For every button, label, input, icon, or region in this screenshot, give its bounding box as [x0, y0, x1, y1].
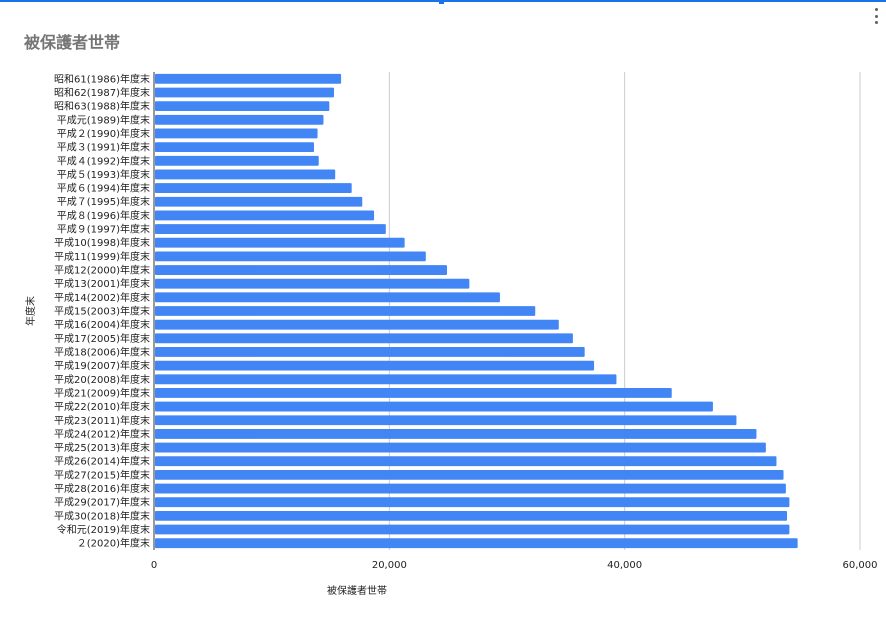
y-tick-label: 平成９(1997)年度末 — [57, 223, 150, 236]
chart-title: 被保護者世帯 — [24, 33, 121, 52]
more-vert-icon[interactable] — [872, 8, 880, 24]
y-tick-label: 平成５(1993)年度末 — [57, 168, 150, 181]
bar[interactable] — [155, 237, 405, 248]
bar[interactable] — [155, 155, 319, 166]
y-tick-label: 平成７(1995)年度末 — [57, 195, 150, 208]
bar[interactable] — [155, 278, 470, 289]
menu-dot — [874, 14, 878, 18]
bar[interactable] — [155, 415, 737, 426]
y-tick-label: 昭和63(1988)年度末 — [54, 100, 150, 113]
y-tick-labels: 昭和61(1986)年度末昭和62(1987)年度末昭和63(1988)年度末平… — [54, 72, 150, 549]
y-tick-label: 平成６(1994)年度末 — [57, 182, 150, 195]
bar[interactable] — [155, 73, 342, 84]
y-tick-label: 平成20(2008)年度末 — [54, 373, 150, 386]
y-axis-title: 年度末 — [24, 296, 37, 326]
bar[interactable] — [155, 196, 363, 207]
y-tick-label: 平成19(2007)年度末 — [54, 359, 150, 372]
x-tick-label: 0 — [151, 560, 157, 571]
y-tick-label: 平成23(2011)年度末 — [54, 414, 150, 427]
y-tick-label: 平成28(2016)年度末 — [54, 482, 150, 495]
y-tick-label: 平成２(1990)年度末 — [57, 127, 150, 140]
bar[interactable] — [155, 469, 784, 480]
bars — [155, 73, 798, 549]
y-tick-label: 昭和61(1986)年度末 — [54, 72, 150, 85]
bar[interactable] — [155, 360, 595, 371]
menu-dot — [874, 21, 878, 24]
x-tick-label: 60,000 — [843, 560, 878, 571]
x-tick-label: 40,000 — [607, 560, 642, 571]
bar[interactable] — [155, 101, 330, 112]
bar[interactable] — [155, 319, 559, 330]
y-tick-label: 平成10(1998)年度末 — [54, 236, 150, 249]
bar[interactable] — [155, 128, 318, 139]
bar[interactable] — [155, 497, 790, 508]
y-tick-label: 平成22(2010)年度末 — [54, 400, 150, 413]
bar[interactable] — [155, 538, 798, 549]
y-tick-label: 平成16(2004)年度末 — [54, 318, 150, 331]
y-tick-label: 平成30(2018)年度末 — [54, 509, 150, 522]
x-tick-labels: 0 20,000 40,000 60,000 — [151, 560, 878, 571]
y-tick-label: 平成18(2006)年度末 — [54, 345, 150, 358]
y-tick-label: 平成13(2001)年度末 — [54, 277, 150, 290]
y-tick-label: 平成３(1991)年度末 — [57, 141, 150, 154]
bar[interactable] — [155, 428, 757, 439]
bar[interactable] — [155, 306, 536, 316]
bar[interactable] — [155, 292, 500, 303]
bar[interactable] — [155, 169, 336, 180]
x-axis-title: 被保護者世帯 — [327, 584, 387, 597]
y-tick-label: 平成24(2012)年度末 — [54, 427, 150, 440]
y-tick-label: 平成17(2005)年度末 — [54, 332, 150, 345]
bar[interactable] — [155, 388, 672, 398]
bar[interactable] — [155, 333, 573, 344]
y-tick-label: 平成14(2002)年度末 — [54, 291, 150, 304]
bar[interactable] — [155, 374, 617, 385]
y-tick-label: 平成11(1999)年度末 — [54, 250, 150, 263]
bar[interactable] — [155, 510, 788, 521]
bar[interactable] — [155, 251, 426, 262]
y-tick-label: 平成21(2009)年度末 — [54, 386, 150, 399]
y-tick-label: 平成８(1996)年度末 — [57, 209, 150, 222]
y-tick-label: 平成29(2017)年度末 — [54, 496, 150, 509]
top-resize-handle[interactable] — [439, 0, 444, 4]
bar[interactable] — [155, 524, 790, 535]
bar[interactable] — [155, 483, 786, 494]
bar[interactable] — [155, 210, 375, 221]
bar[interactable] — [155, 265, 447, 275]
y-tick-label: 昭和62(1987)年度末 — [54, 86, 150, 99]
bar[interactable] — [155, 183, 352, 194]
bar[interactable] — [155, 442, 766, 453]
y-tick-label: 令和元(2019)年度末 — [57, 523, 150, 536]
y-tick-label: 平成元(1989)年度末 — [57, 113, 150, 126]
bar[interactable] — [155, 87, 335, 98]
y-tick-label: ２(2020)年度末 — [77, 537, 150, 550]
bar[interactable] — [155, 114, 324, 125]
bar[interactable] — [155, 142, 315, 153]
y-tick-label: 平成４(1992)年度末 — [57, 154, 150, 167]
y-tick-label: 平成15(2003)年度末 — [54, 305, 150, 318]
bar[interactable] — [155, 401, 713, 412]
menu-dot — [874, 8, 878, 11]
bar[interactable] — [155, 224, 386, 234]
x-tick-label: 20,000 — [372, 560, 407, 571]
bar[interactable] — [155, 456, 777, 467]
y-tick-label: 平成25(2013)年度末 — [54, 441, 150, 454]
y-tick-label: 平成12(2000)年度末 — [54, 264, 150, 277]
y-tick-label: 平成27(2015)年度末 — [54, 468, 150, 481]
bar[interactable] — [155, 347, 585, 357]
y-tick-label: 平成26(2014)年度末 — [54, 455, 150, 468]
